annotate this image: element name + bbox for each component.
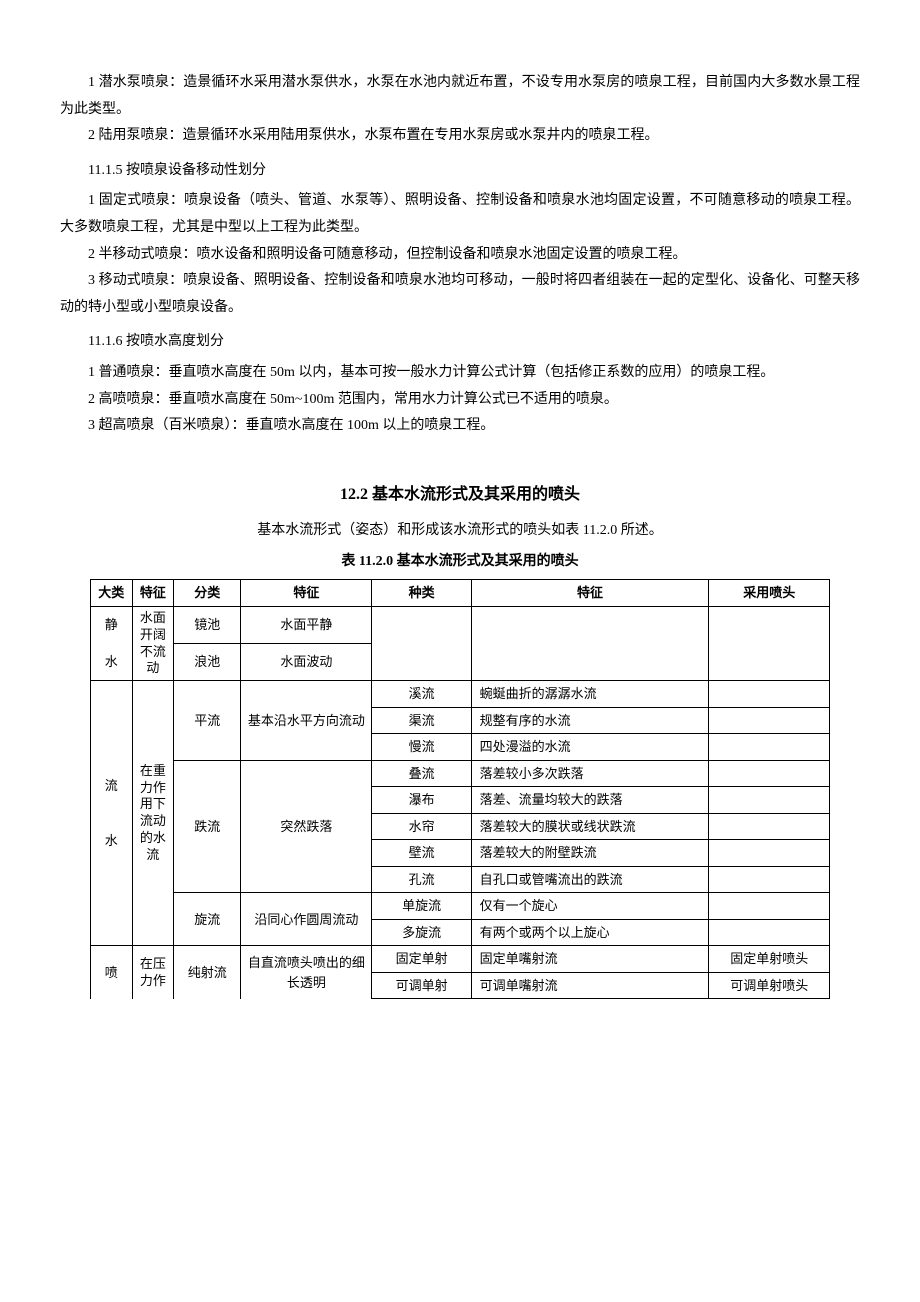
table-row: 跌流 突然跌落 叠流 落差较小多次跌落 xyxy=(91,760,830,787)
cell: 壁流 xyxy=(372,840,471,867)
cell: 落差较大的附壁跌流 xyxy=(471,840,709,867)
cell: 自直流喷头喷出的细长透明 xyxy=(241,946,372,999)
cell: 四处漫溢的水流 xyxy=(471,734,709,761)
cell: 固定单嘴射流 xyxy=(471,946,709,973)
cell xyxy=(709,893,830,920)
table-row: 喷 在压力作 纯射流 自直流喷头喷出的细长透明 固定单射 固定单嘴射流 固定单射… xyxy=(91,946,830,973)
cell: 水帘 xyxy=(372,813,471,840)
cell: 仅有一个旋心 xyxy=(471,893,709,920)
th: 分类 xyxy=(174,580,241,607)
paragraph: 1 普通喷泉：垂直喷水高度在 50m 以内，基本可按一般水力计算公式计算（包括修… xyxy=(60,360,860,387)
cell xyxy=(709,840,830,867)
cell: 溪流 xyxy=(372,681,471,708)
water-flow-table: 大类 特征 分类 特征 种类 特征 采用喷头 静 水 水面开阔不流动 镜池 水面… xyxy=(90,579,830,999)
subheading: 11.1.5 按喷泉设备移动性划分 xyxy=(60,158,860,185)
cell: 浪池 xyxy=(174,644,241,681)
cell xyxy=(471,606,709,681)
cell-category: 喷 xyxy=(91,946,133,999)
cell: 可调单射 xyxy=(372,972,471,999)
cell: 瀑布 xyxy=(372,787,471,814)
cell: 有两个或两个以上旋心 xyxy=(471,919,709,946)
cell xyxy=(709,866,830,893)
cell: 单旋流 xyxy=(372,893,471,920)
cell: 固定单射喷头 xyxy=(709,946,830,973)
table-row: 静 水 水面开阔不流动 镜池 水面平静 xyxy=(91,606,830,643)
cell: 突然跌落 xyxy=(241,760,372,893)
cell: 平流 xyxy=(174,681,241,761)
cell: 可调单嘴射流 xyxy=(471,972,709,999)
table-row: 流 水 在重力作用下流动的水流 平流 基本沿水平方向流动 溪流 蜿蜒曲折的潺潺水… xyxy=(91,681,830,708)
cell xyxy=(709,734,830,761)
table-header-row: 大类 特征 分类 特征 种类 特征 采用喷头 xyxy=(91,580,830,607)
paragraph: 2 半移动式喷泉：喷水设备和照明设备可随意移动，但控制设备和喷泉水池固定设置的喷… xyxy=(60,242,860,269)
cell xyxy=(709,919,830,946)
cell: 基本沿水平方向流动 xyxy=(241,681,372,761)
cell: 水面开阔不流动 xyxy=(132,606,174,681)
cell: 可调单射喷头 xyxy=(709,972,830,999)
table-caption: 表 11.2.0 基本水流形式及其采用的喷头 xyxy=(60,549,860,576)
cell: 规整有序的水流 xyxy=(471,707,709,734)
paragraph: 1 潜水泵喷泉：造景循环水采用潜水泵供水，水泵在水池内就近布置，不设专用水泵房的… xyxy=(60,70,860,123)
cell: 在重力作用下流动的水流 xyxy=(132,681,174,946)
th: 大类 xyxy=(91,580,133,607)
paragraph: 2 陆用泵喷泉：造景循环水采用陆用泵供水，水泵布置在专用水泵房或水泵井内的喷泉工… xyxy=(60,123,860,150)
paragraph: 3 移动式喷泉：喷泉设备、照明设备、控制设备和喷泉水池均可移动，一般时将四者组装… xyxy=(60,268,860,321)
paragraph: 3 超高喷泉（百米喷泉）：垂直喷水高度在 100m 以上的喷泉工程。 xyxy=(60,413,860,440)
cell: 落差较大的膜状或线状跌流 xyxy=(471,813,709,840)
cell xyxy=(372,606,471,681)
th: 采用喷头 xyxy=(709,580,830,607)
cell: 叠流 xyxy=(372,760,471,787)
cell xyxy=(709,606,830,681)
cell: 旋流 xyxy=(174,893,241,946)
section-title: 12.2 基本水流形式及其采用的喷头 xyxy=(60,480,860,510)
cell: 纯射流 xyxy=(174,946,241,999)
cell-category: 静 水 xyxy=(91,606,133,681)
cell: 渠流 xyxy=(372,707,471,734)
cell: 跌流 xyxy=(174,760,241,893)
cell: 落差较小多次跌落 xyxy=(471,760,709,787)
cell xyxy=(709,707,830,734)
th: 特征 xyxy=(241,580,372,607)
subheading: 11.1.6 按喷水高度划分 xyxy=(60,329,860,356)
cell: 自孔口或管嘴流出的跌流 xyxy=(471,866,709,893)
cell: 孔流 xyxy=(372,866,471,893)
cell: 固定单射 xyxy=(372,946,471,973)
cell: 蜿蜒曲折的潺潺水流 xyxy=(471,681,709,708)
cell: 慢流 xyxy=(372,734,471,761)
table-row: 旋流 沿同心作圆周流动 单旋流 仅有一个旋心 xyxy=(91,893,830,920)
table-intro: 基本水流形式（姿态）和形成该水流形式的喷头如表 11.2.0 所述。 xyxy=(60,518,860,545)
cell: 多旋流 xyxy=(372,919,471,946)
cell xyxy=(709,681,830,708)
th: 特征 xyxy=(132,580,174,607)
paragraph: 1 固定式喷泉：喷泉设备（喷头、管道、水泵等）、照明设备、控制设备和喷泉水池均固… xyxy=(60,188,860,241)
cell: 镜池 xyxy=(174,606,241,643)
th: 种类 xyxy=(372,580,471,607)
cell xyxy=(709,787,830,814)
cell xyxy=(709,760,830,787)
cell: 落差、流量均较大的跌落 xyxy=(471,787,709,814)
cell xyxy=(709,813,830,840)
cell: 在压力作 xyxy=(132,946,174,999)
cell: 沿同心作圆周流动 xyxy=(241,893,372,946)
th: 特征 xyxy=(471,580,709,607)
cell-category: 流 水 xyxy=(91,681,133,946)
cell: 水面平静 xyxy=(241,606,372,643)
paragraph: 2 高喷喷泉：垂直喷水高度在 50m~100m 范围内，常用水力计算公式已不适用… xyxy=(60,387,860,414)
cell: 水面波动 xyxy=(241,644,372,681)
